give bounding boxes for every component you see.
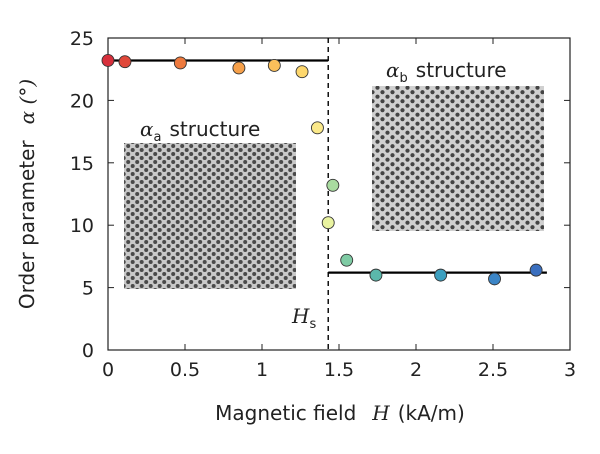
- x-tick-label: 1: [256, 359, 268, 381]
- x-tick-label: 0: [102, 359, 114, 381]
- data-point: [173, 56, 187, 70]
- y-axis-label: Order parameterα (°): [15, 79, 39, 309]
- alpha-b-label: αb structure: [386, 58, 507, 86]
- alpha-b-structure-image: [372, 86, 544, 231]
- data-point: [101, 54, 115, 67]
- y-tick-label: 20: [70, 90, 94, 112]
- x-tick-label: 1.5: [324, 359, 354, 381]
- data-point: [434, 268, 448, 282]
- data-points: [101, 54, 543, 286]
- axis-ticks: 0 0.5 1 1.5 2 2.5 3 0 5 10 15 20 25: [70, 28, 576, 381]
- data-point: [529, 263, 543, 277]
- data-point: [488, 272, 501, 286]
- x-tick-label: 2: [410, 359, 422, 381]
- y-tick-label: 25: [70, 28, 94, 50]
- data-point: [369, 268, 383, 282]
- data-point: [232, 61, 246, 75]
- y-tick-label: 10: [70, 215, 94, 237]
- x-axis-label: Magnetic field H (kA/m): [215, 401, 465, 425]
- y-tick-label: 5: [82, 278, 94, 300]
- alpha-a-structure-image: [124, 143, 296, 289]
- y-tick-label: 15: [70, 153, 94, 175]
- data-point: [118, 55, 132, 69]
- data-point: [310, 121, 324, 135]
- x-tick-label: 3: [564, 359, 576, 381]
- y-tick-label: 0: [82, 340, 94, 362]
- alpha-a-label: αa structure: [140, 117, 260, 145]
- data-point: [295, 65, 309, 79]
- x-tick-label: 0.5: [170, 359, 200, 381]
- data-point: [321, 216, 335, 230]
- data-point: [326, 178, 340, 192]
- threshold-label: Hs: [291, 304, 316, 332]
- data-point: [267, 59, 281, 72]
- data-point: [340, 253, 354, 267]
- x-tick-label: 2.5: [478, 359, 508, 381]
